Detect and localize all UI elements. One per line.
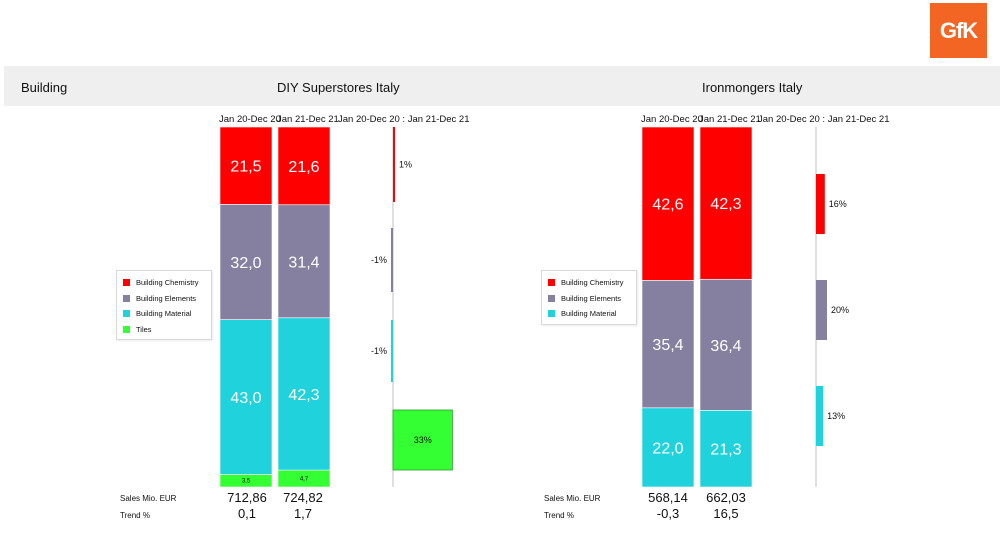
legend-item: Building Chemistry bbox=[548, 275, 630, 291]
bar-caption-period-1: Jan 20-Dec 20 bbox=[219, 114, 281, 125]
trend-value: -0,3 bbox=[656, 506, 680, 521]
change-value-label: -1% bbox=[371, 255, 387, 265]
sales-value: 568,14 bbox=[648, 490, 688, 505]
legend-swatch bbox=[123, 279, 130, 287]
sales-value: 712,86 bbox=[227, 490, 267, 505]
bar-segment-building-chemistry bbox=[219, 126, 273, 205]
bar-segment-building-material bbox=[219, 319, 273, 475]
legend-ironmongers: Building Chemistry Building Elements Bui… bbox=[541, 270, 637, 325]
bar-value-label: 21,6 bbox=[288, 159, 319, 176]
bar-segment-building-chemistry bbox=[641, 126, 695, 281]
trend-value: 1,7 bbox=[293, 506, 313, 521]
legend-item: Building Chemistry bbox=[123, 275, 205, 291]
bar-value-label: 35,4 bbox=[652, 337, 683, 354]
legend-label: Building Material bbox=[561, 309, 617, 319]
bar-segment-building-chemistry bbox=[699, 126, 753, 280]
sales-value: 662,03 bbox=[706, 490, 746, 505]
legend-label: Building Chemistry bbox=[136, 278, 199, 288]
legend-label: Building Elements bbox=[561, 293, 622, 303]
change-value-label: 13% bbox=[827, 411, 845, 421]
change-caption: Jan 20-Dec 20 : Jan 21-Dec 21 bbox=[338, 114, 470, 125]
legend-swatch bbox=[548, 310, 555, 318]
header-bar bbox=[4, 66, 1000, 106]
change-bar-building-material bbox=[391, 320, 393, 382]
panel-title-ironmongers: Ironmongers Italy bbox=[702, 80, 803, 95]
change-bar-building-material bbox=[816, 386, 824, 446]
bar-value-label: 3,5 bbox=[242, 479, 251, 485]
change-bar-building-chemistry bbox=[393, 127, 395, 202]
trend-label: Trend % bbox=[120, 511, 150, 520]
legend-item: Building Material bbox=[123, 306, 205, 322]
bar-value-label: 42,3 bbox=[710, 196, 741, 213]
legend-item: Tiles bbox=[123, 322, 205, 338]
legend-swatch bbox=[548, 279, 555, 287]
bar-value-label: 32,0 bbox=[230, 255, 261, 272]
bar-segment-building-elements bbox=[219, 204, 273, 320]
legend-swatch bbox=[548, 294, 555, 302]
category-title: Building bbox=[21, 80, 68, 95]
legend-swatch bbox=[123, 310, 130, 318]
change-bar-building-elements bbox=[816, 280, 827, 340]
sales-label: Sales Mio. EUR bbox=[120, 494, 177, 503]
bar-segment-building-material bbox=[277, 317, 331, 471]
bar-value-label: 21,5 bbox=[230, 159, 261, 176]
bar-caption-period-2: Jan 21-Dec 21 bbox=[699, 114, 761, 125]
legend-swatch bbox=[123, 325, 130, 333]
bar-caption-period-1: Jan 20-Dec 20 bbox=[641, 114, 703, 125]
bar-segment-building-material bbox=[699, 410, 753, 488]
bar-value-label: 22,0 bbox=[652, 440, 683, 457]
sales-value: 724,82 bbox=[283, 490, 323, 505]
change-bar-tiles bbox=[392, 409, 453, 471]
legend-swatch bbox=[123, 294, 130, 302]
bar-value-label: 31,4 bbox=[288, 254, 319, 271]
bar-value-label: 42,6 bbox=[652, 197, 683, 214]
legend-label: Building Elements bbox=[136, 293, 197, 303]
trend-label: Trend % bbox=[544, 511, 574, 520]
bar-value-label: 36,4 bbox=[710, 338, 741, 355]
change-value-label: 20% bbox=[831, 305, 849, 315]
sales-label: Sales Mio. EUR bbox=[544, 494, 601, 503]
change-caption: Jan 20-Dec 20 : Jan 21-Dec 21 bbox=[758, 114, 890, 125]
legend-diy: Building Chemistry Building Elements Bui… bbox=[116, 270, 212, 340]
change-bar-building-elements bbox=[391, 228, 393, 292]
legend-label: Building Chemistry bbox=[561, 278, 624, 288]
change-value-label: 33% bbox=[414, 435, 432, 445]
change-bar-building-chemistry bbox=[816, 174, 825, 234]
bar-segment-building-elements bbox=[641, 280, 695, 409]
change-value-label: 1% bbox=[399, 160, 412, 170]
change-value-label: -1% bbox=[371, 346, 387, 356]
change-value-label: 16% bbox=[829, 199, 847, 209]
bar-value-label: 21,3 bbox=[710, 442, 741, 459]
panel-title-diy: DIY Superstores Italy bbox=[277, 80, 400, 95]
bar-value-label: 43,0 bbox=[230, 390, 261, 407]
bar-segment-building-material bbox=[641, 407, 695, 488]
bar-value-label: 42,3 bbox=[288, 387, 319, 404]
legend-label: Tiles bbox=[136, 324, 152, 334]
bar-segment-building-elements bbox=[699, 278, 753, 411]
bar-segment-building-chemistry bbox=[277, 126, 331, 206]
bar-caption-period-2: Jan 21-Dec 21 bbox=[277, 114, 339, 125]
bar-value-label: 4,7 bbox=[300, 477, 309, 483]
legend-item: Building Elements bbox=[548, 291, 630, 307]
legend-item: Building Elements bbox=[123, 291, 205, 307]
legend-item: Building Material bbox=[548, 306, 630, 322]
gfk-logo: GfK bbox=[930, 3, 987, 58]
trend-value: 0,1 bbox=[237, 506, 257, 521]
legend-label: Building Material bbox=[136, 309, 192, 319]
trend-value: 16,5 bbox=[713, 506, 739, 521]
